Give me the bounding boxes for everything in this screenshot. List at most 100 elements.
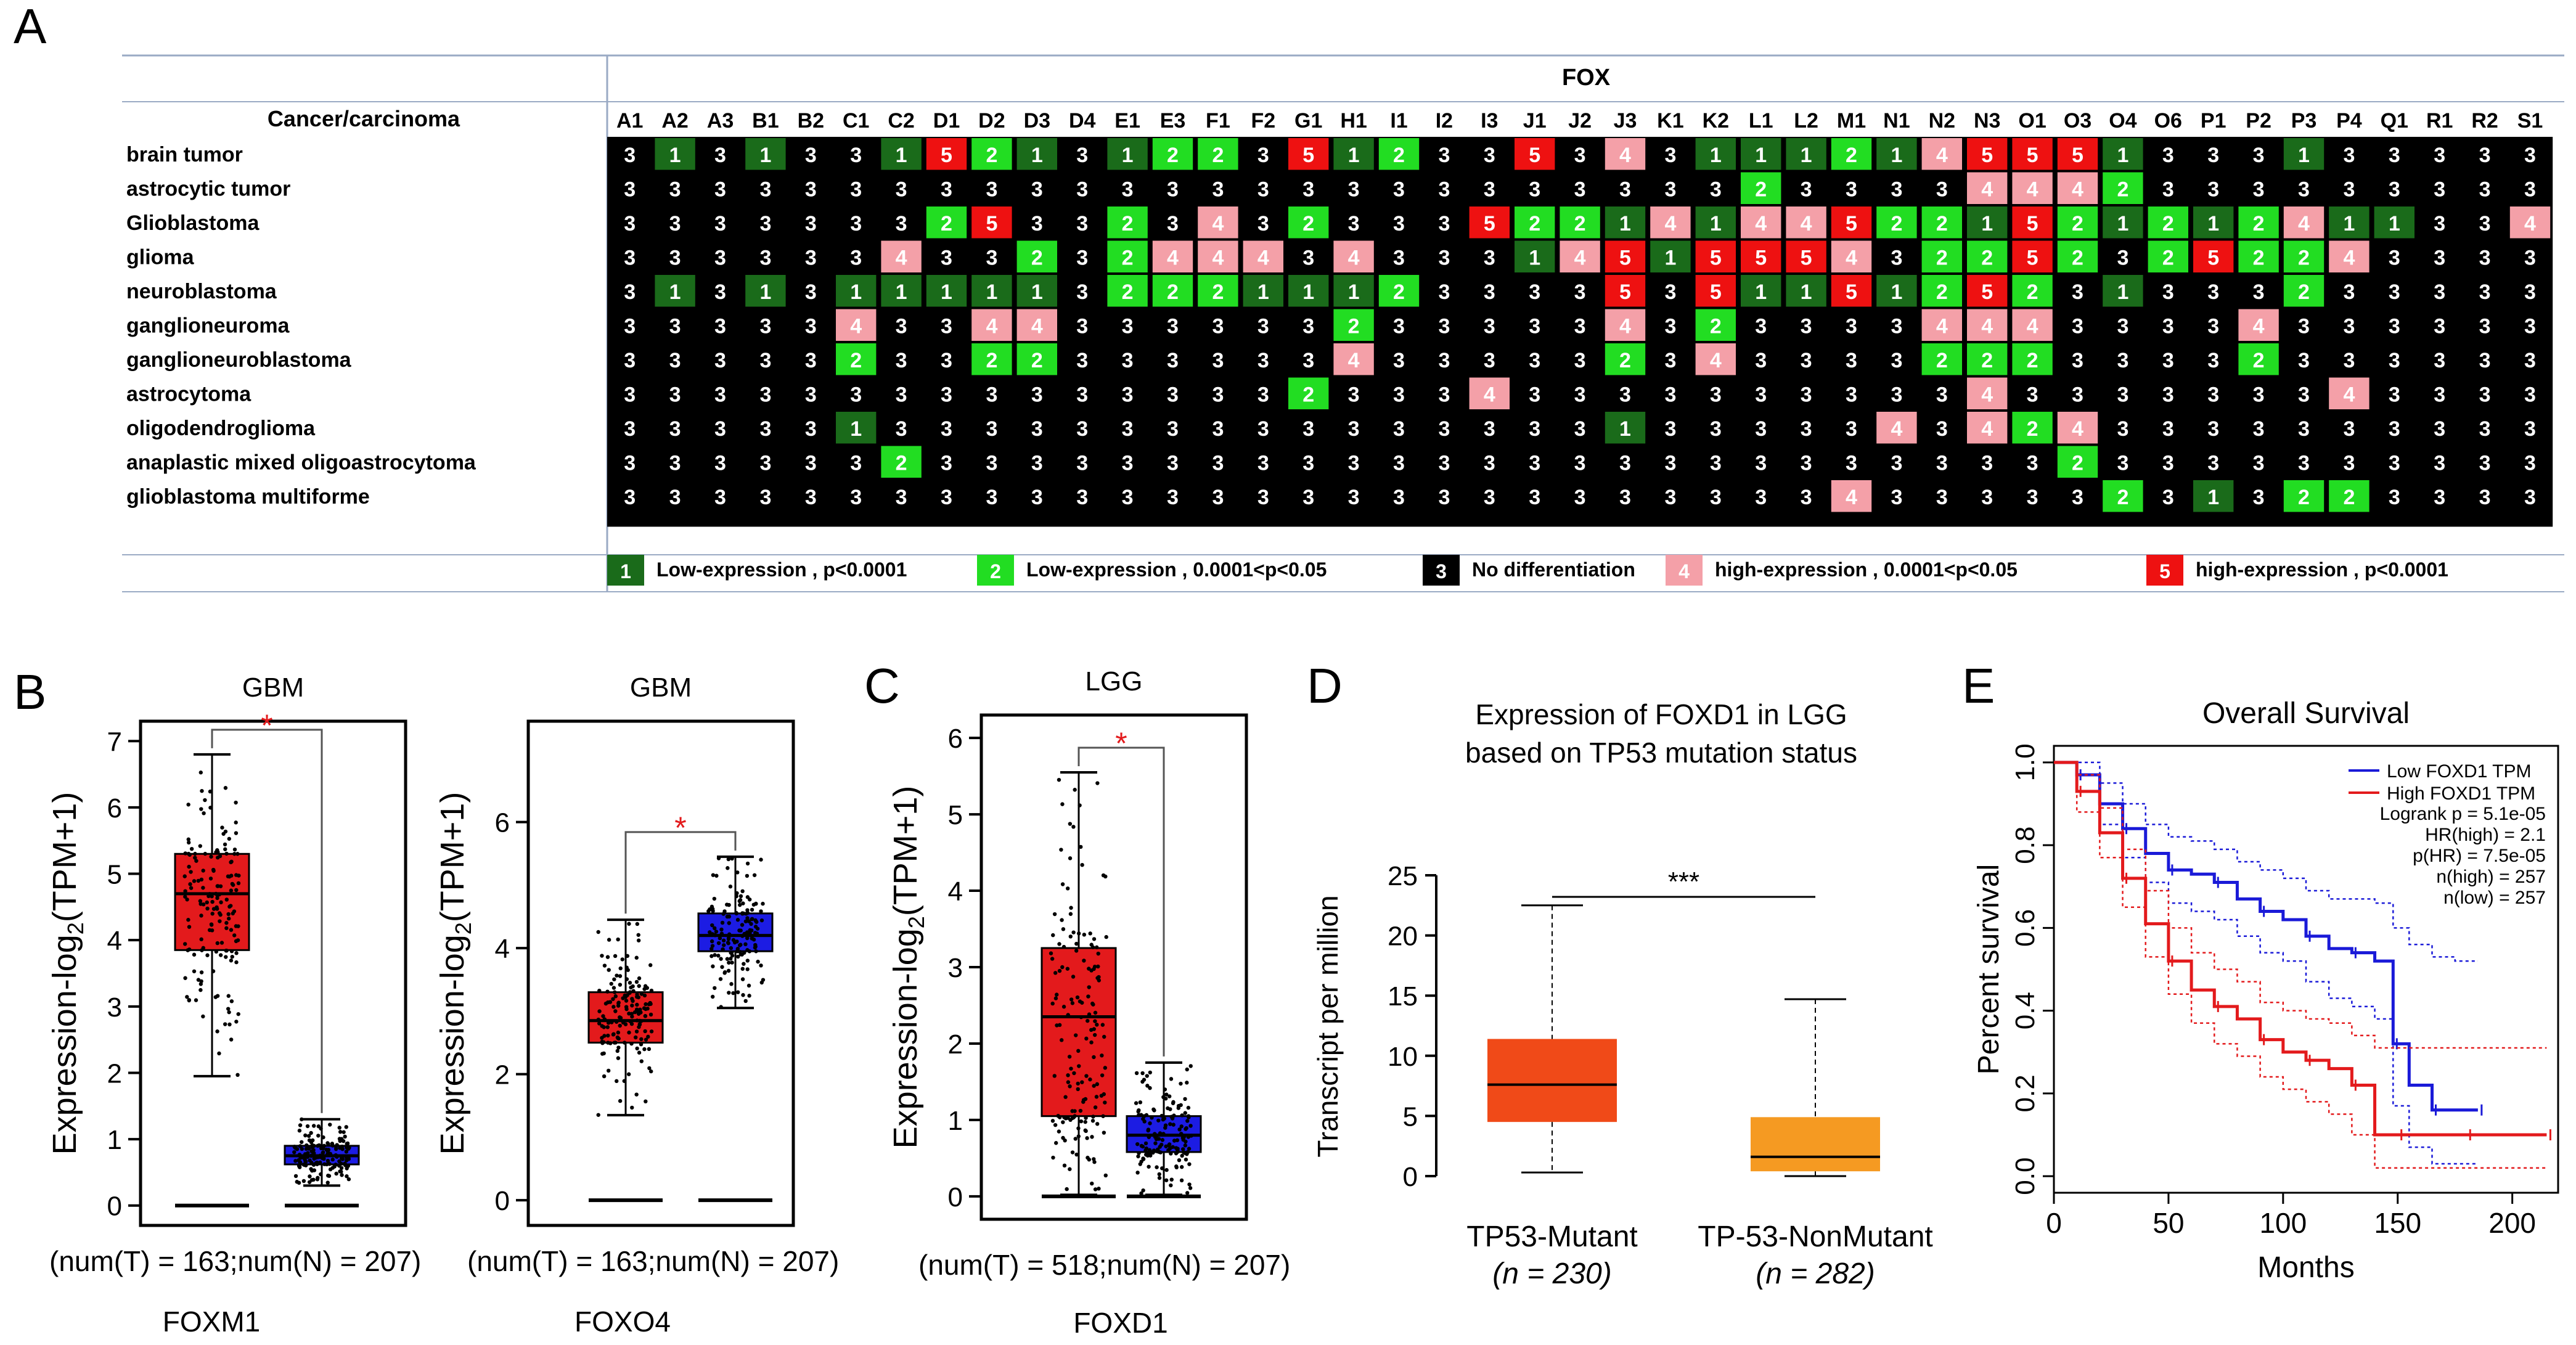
heatmap-cell-value: 5 bbox=[1846, 280, 1857, 304]
data-point bbox=[1169, 1151, 1173, 1156]
heatmap-cell bbox=[881, 275, 922, 307]
heatmap-cell bbox=[1198, 138, 1238, 170]
heatmap-cell bbox=[881, 138, 922, 170]
heatmap-cell-value: 2 bbox=[1981, 246, 1993, 269]
data-point bbox=[1158, 1150, 1163, 1155]
data-point bbox=[1053, 1141, 1058, 1145]
heatmap-cell bbox=[2012, 240, 2053, 272]
data-point bbox=[1169, 1177, 1174, 1182]
heatmap-cell-value: 3 bbox=[1257, 178, 1269, 201]
data-point bbox=[601, 1014, 605, 1018]
data-point bbox=[226, 1007, 231, 1011]
heatmap-cell-value: 3 bbox=[2434, 314, 2445, 338]
heatmap-cell-value: 4 bbox=[1619, 314, 1631, 338]
data-point bbox=[198, 771, 203, 775]
data-point bbox=[345, 1174, 349, 1179]
data-point bbox=[721, 947, 725, 952]
data-point bbox=[1188, 1186, 1193, 1190]
data-point bbox=[1070, 1001, 1075, 1005]
data-point bbox=[1141, 1188, 1145, 1193]
data-point bbox=[1091, 1114, 1095, 1119]
data-point bbox=[1157, 1175, 1162, 1180]
group-label: TP-53-NonMutant bbox=[1698, 1220, 1933, 1253]
heatmap-cell bbox=[2012, 343, 2053, 375]
heatmap-cell bbox=[1967, 309, 2008, 341]
heatmap-cell bbox=[1741, 240, 1781, 272]
data-point bbox=[1104, 934, 1108, 939]
data-point bbox=[1147, 1134, 1151, 1139]
data-point bbox=[745, 895, 750, 899]
heatmap-cell bbox=[1333, 240, 1374, 272]
heatmap-cell-value: 5 bbox=[1755, 246, 1767, 269]
heatmap-cell-value: 3 bbox=[986, 246, 997, 269]
data-point bbox=[606, 1033, 610, 1038]
data-point bbox=[326, 1173, 330, 1178]
heatmap-cell bbox=[1650, 240, 1691, 272]
data-point bbox=[712, 896, 717, 901]
data-point bbox=[1174, 1164, 1179, 1169]
heatmap-cell-value: 3 bbox=[1664, 314, 1676, 338]
data-point bbox=[333, 1145, 338, 1149]
heatmap-cell-value: 1 bbox=[2207, 212, 2219, 235]
data-point bbox=[1068, 934, 1073, 939]
heatmap-cell-value: 2 bbox=[1302, 383, 1314, 406]
y-tick-label: 7 bbox=[107, 727, 122, 757]
heatmap-cell-value: 2 bbox=[2253, 349, 2265, 372]
data-point bbox=[1092, 1157, 1096, 1161]
data-point bbox=[1094, 1095, 1099, 1099]
heatmap-cell-value: 1 bbox=[1619, 212, 1631, 235]
heatmap-cell-value: 3 bbox=[2072, 314, 2083, 338]
heatmap-cell-value: 3 bbox=[1393, 451, 1405, 475]
data-point bbox=[1182, 1150, 1186, 1155]
data-point bbox=[726, 941, 730, 946]
data-point bbox=[296, 1164, 301, 1168]
data-point bbox=[730, 856, 734, 861]
data-point bbox=[726, 968, 731, 973]
heatmap-cell-value: 1 bbox=[896, 144, 907, 167]
heatmap-cell bbox=[881, 240, 922, 272]
data-point bbox=[731, 991, 735, 995]
heatmap-cell-value: 1 bbox=[1981, 212, 1993, 235]
data-point bbox=[1169, 1114, 1174, 1119]
data-point bbox=[1137, 1151, 1141, 1155]
heatmap-cell-value: 3 bbox=[1393, 212, 1405, 235]
heatmap-cell-value: 3 bbox=[2434, 212, 2445, 235]
heatmap-cell-value: 3 bbox=[1393, 178, 1405, 201]
data-point bbox=[1076, 1081, 1080, 1086]
panel-b-foxm1-boxplot: GBM01234567Expression-log2(TPM+1)*(num(T… bbox=[46, 672, 421, 1338]
y-tick-label: 4 bbox=[948, 877, 963, 907]
heatmap-cell bbox=[1198, 240, 1238, 272]
data-point bbox=[1134, 1071, 1139, 1076]
heatmap-cell-value: 3 bbox=[1755, 486, 1767, 509]
data-point bbox=[610, 1020, 614, 1024]
heatmap-cell-value: 3 bbox=[2434, 383, 2445, 406]
data-point bbox=[1147, 1164, 1151, 1169]
data-point bbox=[714, 873, 719, 878]
heatmap-cell-value: 3 bbox=[896, 314, 907, 338]
heatmap-cell-value: 3 bbox=[669, 451, 681, 475]
data-point bbox=[1188, 1064, 1193, 1068]
data-point bbox=[189, 846, 194, 851]
data-point bbox=[1188, 1124, 1193, 1128]
data-point bbox=[618, 974, 623, 978]
data-point bbox=[1169, 1077, 1174, 1081]
data-point bbox=[183, 851, 187, 856]
heatmap-cell-value: 1 bbox=[850, 280, 862, 304]
heatmap-cell-value: 3 bbox=[2027, 383, 2038, 406]
data-point bbox=[1071, 825, 1076, 829]
heatmap-cell bbox=[1016, 343, 1057, 375]
fox-group-label: FOX bbox=[1562, 65, 1611, 91]
column-header: B1 bbox=[752, 109, 779, 133]
column-header: J1 bbox=[1523, 109, 1547, 133]
data-point bbox=[193, 851, 197, 856]
heatmap-cell bbox=[2374, 206, 2414, 239]
data-point bbox=[321, 1150, 325, 1155]
data-point bbox=[226, 912, 231, 917]
heatmap-cell-value: 3 bbox=[1393, 486, 1405, 509]
data-point bbox=[754, 949, 758, 954]
row-label: ganglioneuroblastoma bbox=[126, 348, 352, 372]
data-point bbox=[1068, 856, 1073, 861]
data-point bbox=[1091, 1002, 1095, 1007]
data-point bbox=[629, 1041, 634, 1046]
heatmap-cell bbox=[1333, 343, 1374, 375]
